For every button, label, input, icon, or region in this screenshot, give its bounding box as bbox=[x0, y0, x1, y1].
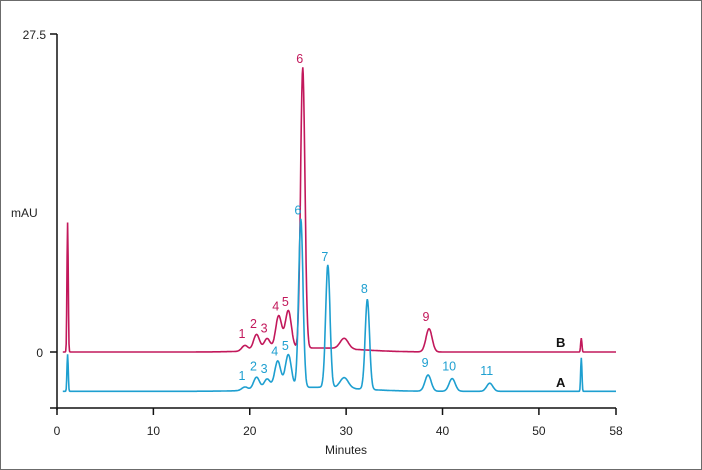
x-tick-label: 30 bbox=[339, 424, 353, 438]
x-tick-label: 58 bbox=[609, 424, 623, 438]
x-ticks: 0 10 20 30 40 50 58 bbox=[54, 408, 623, 438]
peak-label-b: 2 bbox=[250, 317, 257, 331]
x-tick-label: 10 bbox=[147, 424, 161, 438]
peak-label-a: 5 bbox=[282, 339, 289, 353]
peak-label-b: 5 bbox=[282, 295, 289, 309]
axes bbox=[50, 33, 616, 410]
peak-label-b: 6 bbox=[296, 52, 303, 66]
peak-label-a: 11 bbox=[480, 364, 493, 378]
y-tick-label-zero: 0 bbox=[36, 346, 43, 360]
trace-b bbox=[62, 67, 616, 353]
peak-label-a: 1 bbox=[238, 369, 245, 383]
peak-label-a: 3 bbox=[261, 362, 268, 376]
peak-label-a: 4 bbox=[271, 345, 278, 359]
x-tick-label: 0 bbox=[54, 424, 61, 438]
peak-label-b: 9 bbox=[423, 310, 430, 324]
trace-a bbox=[62, 218, 616, 393]
x-tick-label: 50 bbox=[532, 424, 546, 438]
peak-label-b: 4 bbox=[272, 299, 279, 313]
peak-label-a: 7 bbox=[321, 250, 328, 264]
peak-label-b: 3 bbox=[261, 321, 268, 335]
x-axis-title: Minutes bbox=[325, 443, 367, 457]
peak-label-a: 8 bbox=[361, 282, 368, 296]
peak-label-a: 9 bbox=[422, 356, 429, 370]
y-tick-label-top: 27.5 bbox=[23, 28, 47, 42]
trace-label-a: A bbox=[556, 375, 566, 390]
peak-label-a: 6 bbox=[294, 204, 301, 218]
peak-label-a: 10 bbox=[442, 360, 456, 374]
x-tick-label: 40 bbox=[436, 424, 450, 438]
peak-label-b: 1 bbox=[238, 327, 245, 341]
peak-label-a: 2 bbox=[250, 360, 257, 374]
x-tick-label: 20 bbox=[243, 424, 257, 438]
trace-label-b: B bbox=[556, 335, 565, 350]
traces bbox=[62, 67, 616, 393]
y-axis-title: mAU bbox=[11, 206, 38, 220]
